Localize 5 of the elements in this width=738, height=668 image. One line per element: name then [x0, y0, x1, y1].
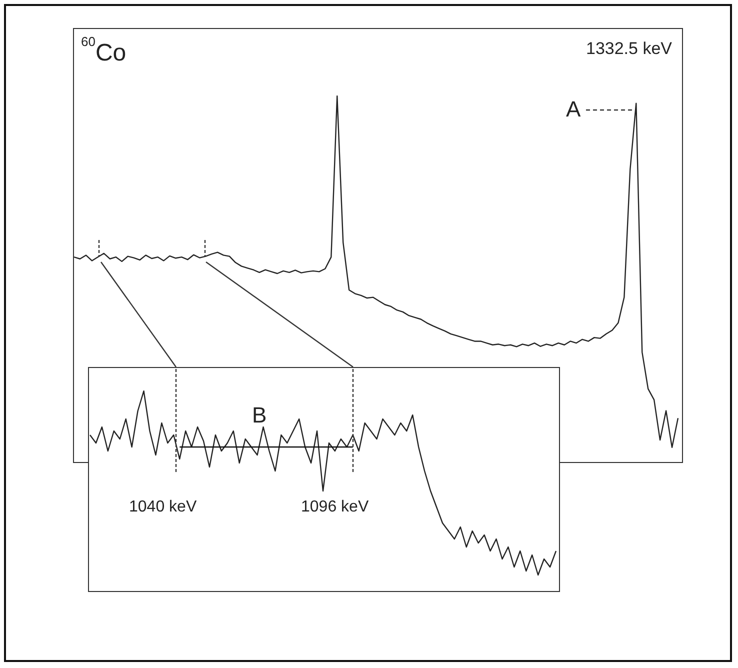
- text: 1332.5 keV: [586, 39, 673, 58]
- annotation: 1040 keV: [129, 498, 197, 516]
- annotation: B: [252, 402, 267, 428]
- annotation: 1096 keV: [301, 498, 369, 516]
- annotation: A: [566, 96, 581, 122]
